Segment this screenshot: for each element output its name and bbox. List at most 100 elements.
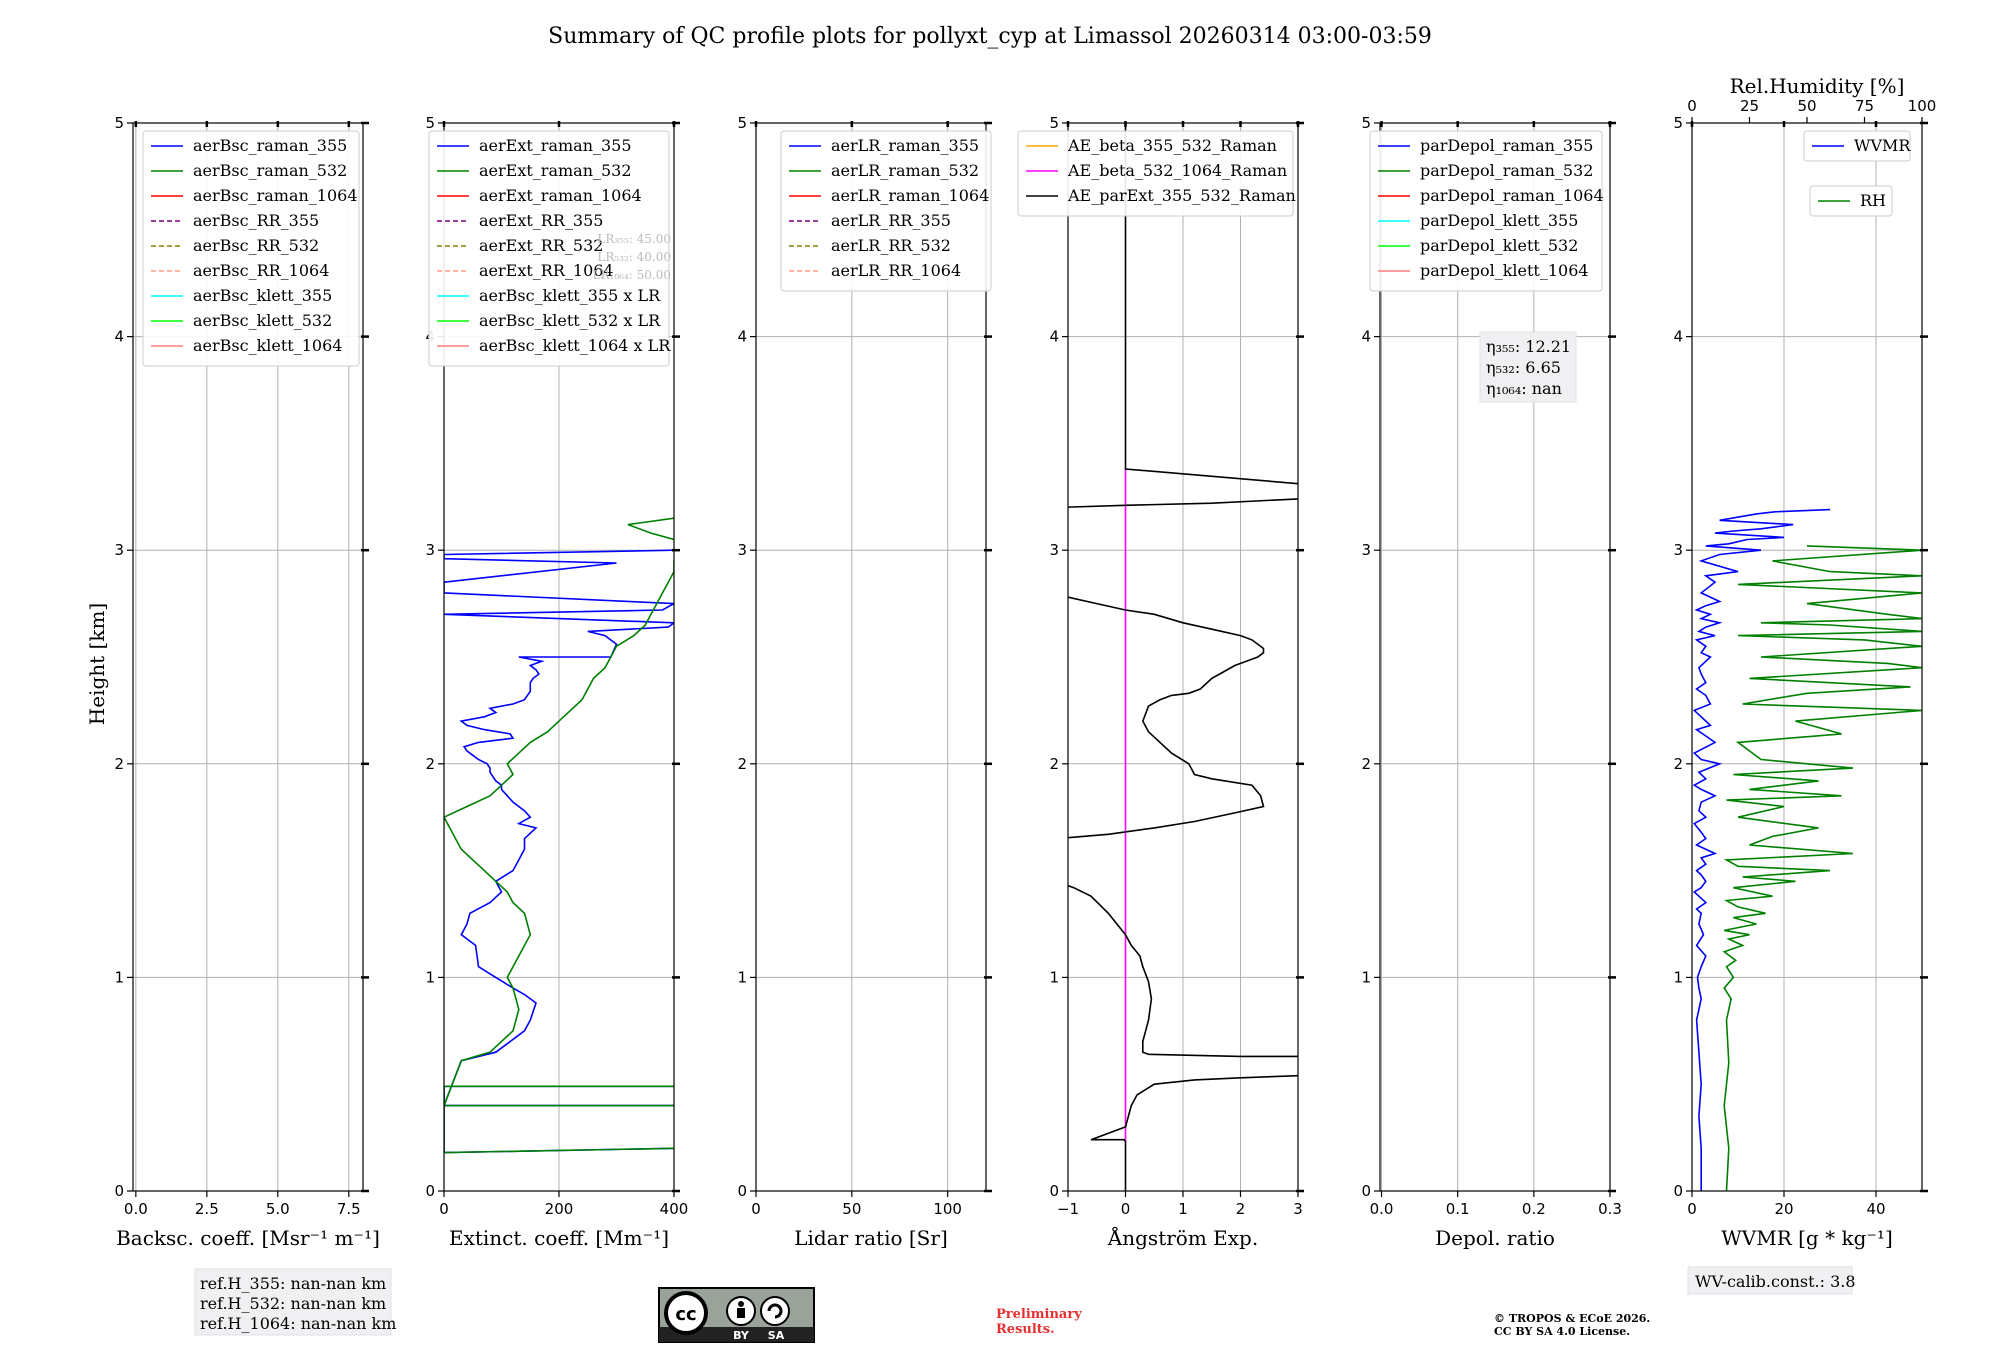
preliminary-line-1: Preliminary bbox=[996, 1307, 1082, 1322]
legend-label: aerBsc_raman_532 bbox=[193, 161, 347, 180]
eta-box bbox=[1479, 331, 1577, 403]
top-axis-label: Rel.Humidity [%] bbox=[1730, 74, 1905, 98]
x-tick-label: 2 bbox=[1236, 1200, 1246, 1218]
legend-label-wvmr: WVMR bbox=[1854, 136, 1911, 155]
legend-label: aerExt_raman_532 bbox=[479, 161, 632, 180]
top-x-tick-label: 100 bbox=[1908, 97, 1937, 115]
series-aerExt_raman_355 bbox=[444, 549, 674, 1154]
y-tick-label: 5 bbox=[1361, 114, 1371, 132]
y-tick-label: 0 bbox=[737, 1182, 747, 1200]
top-x-tick-label: 50 bbox=[1797, 97, 1816, 115]
x-axis-label: Extinct. coeff. [Mm⁻¹] bbox=[449, 1226, 669, 1250]
y-tick-label: 4 bbox=[1361, 328, 1371, 346]
x-tick-label: 0 bbox=[1687, 1200, 1697, 1218]
y-tick-label: 0 bbox=[1049, 1182, 1059, 1200]
x-axis-label: Depol. ratio bbox=[1435, 1226, 1555, 1250]
cc-badge-sa: SA bbox=[768, 1329, 785, 1342]
y-tick-label: 2 bbox=[1673, 755, 1683, 773]
legend-label: aerExt_RR_532 bbox=[479, 236, 603, 255]
panel-ext: 0123450200400Extinct. coeff. [Mm⁻¹]aerEx… bbox=[425, 114, 688, 1250]
x-tick-label: −1 bbox=[1057, 1200, 1079, 1218]
lr-note: LR₁₀₆₄: 50.00 bbox=[593, 268, 671, 282]
x-tick-label: 3 bbox=[1293, 1200, 1303, 1218]
series-AE_parExt_355_532_Raman bbox=[1068, 123, 1298, 1191]
legend-label: aerExt_RR_1064 bbox=[479, 261, 614, 280]
eta-label: η₅₃₂: 6.65 bbox=[1486, 358, 1561, 377]
copyright-line-1: © TROPOS & ECoE 2026. bbox=[1494, 1312, 1650, 1325]
y-tick-label: 5 bbox=[1673, 114, 1683, 132]
legend-label: aerLR_RR_532 bbox=[831, 236, 951, 255]
copyright-line-2: CC BY SA 4.0 License. bbox=[1494, 1325, 1630, 1338]
legend-label: aerLR_RR_355 bbox=[831, 211, 951, 230]
legend-label: aerBsc_RR_355 bbox=[193, 211, 319, 230]
y-tick-label: 2 bbox=[1049, 755, 1059, 773]
ref-height-355: ref.H_355: nan-nan km bbox=[200, 1274, 386, 1293]
y-tick-label: 3 bbox=[737, 541, 747, 559]
y-tick-label: 0 bbox=[425, 1182, 435, 1200]
x-tick-label: 7.5 bbox=[337, 1200, 361, 1218]
lr-note: LR₃₅₅: 45.00 bbox=[597, 232, 671, 246]
x-axis-label: Backsc. coeff. [Msr⁻¹ m⁻¹] bbox=[116, 1226, 380, 1250]
legend-label: aerBsc_klett_532 bbox=[193, 311, 332, 330]
x-tick-label: 20 bbox=[1774, 1200, 1793, 1218]
y-tick-label: 3 bbox=[114, 541, 124, 559]
legend-label: aerLR_RR_1064 bbox=[831, 261, 961, 280]
legend-box-wvmr bbox=[1803, 130, 1911, 162]
y-tick-label: 1 bbox=[114, 968, 124, 986]
legend-label: aerBsc_klett_355 bbox=[193, 286, 332, 305]
y-tick-label: 4 bbox=[114, 328, 124, 346]
y-tick-label: 4 bbox=[737, 328, 747, 346]
legend-label: aerBsc_raman_355 bbox=[193, 136, 347, 155]
axes-frame bbox=[755, 122, 987, 1192]
y-tick-label: 0 bbox=[1361, 1182, 1371, 1200]
y-tick-label: 2 bbox=[114, 755, 124, 773]
legend-label: aerBsc_RR_532 bbox=[193, 236, 319, 255]
lr-note: LR₅₃₂: 40.00 bbox=[597, 250, 671, 264]
legend-label: aerLR_raman_355 bbox=[831, 136, 979, 155]
y-tick-label: 5 bbox=[114, 114, 124, 132]
cc-by-sa-badge: cc BY SA bbox=[658, 1287, 815, 1343]
legend-label: aerBsc_raman_1064 bbox=[193, 186, 358, 205]
y-tick-label: 5 bbox=[737, 114, 747, 132]
y-tick-label: 1 bbox=[425, 968, 435, 986]
legend-label: aerExt_raman_1064 bbox=[479, 186, 642, 205]
y-tick-label: 2 bbox=[1361, 755, 1371, 773]
eta-label: η₁₀₆₄: nan bbox=[1486, 379, 1562, 398]
x-tick-label: 0.1 bbox=[1446, 1200, 1470, 1218]
legend-label: aerBsc_klett_1064 bbox=[193, 336, 342, 355]
axes-frame bbox=[132, 122, 364, 1192]
legend-label: parDepol_raman_532 bbox=[1420, 161, 1593, 180]
x-tick-label: 0 bbox=[1121, 1200, 1131, 1218]
series-WVMR bbox=[1692, 508, 1831, 1191]
legend-label: aerBsc_RR_1064 bbox=[193, 261, 329, 280]
y-tick-label: 4 bbox=[1673, 328, 1683, 346]
x-tick-label: 1 bbox=[1178, 1200, 1188, 1218]
legend-label: parDepol_klett_1064 bbox=[1420, 261, 1589, 280]
x-tick-label: 100 bbox=[933, 1200, 962, 1218]
legend-box bbox=[1017, 130, 1294, 217]
legend-box bbox=[780, 130, 992, 292]
panel-bsc: 0 1 2 3 4 5 0.0 2.5 5.0 7.5 Backsc. coeff. [Msr⁻¹ … bbox=[114, 114, 379, 1250]
x-axis-label: Ångström Exp. bbox=[1107, 1225, 1258, 1250]
y-tick-label: 0 bbox=[1673, 1182, 1683, 1200]
top-x-tick-label: 75 bbox=[1855, 97, 1874, 115]
x-axis-label: Lidar ratio [Sr] bbox=[794, 1226, 948, 1250]
series-RH bbox=[1722, 545, 1922, 1191]
x-tick-label: 2.5 bbox=[195, 1200, 219, 1218]
cc-badge-by: BY bbox=[733, 1329, 750, 1342]
ref-height-1064: ref.H_1064: nan-nan km bbox=[200, 1314, 396, 1333]
legend-label: AE_beta_355_532_Raman bbox=[1067, 136, 1277, 155]
legend-label: aerLR_raman_1064 bbox=[831, 186, 989, 205]
legend-label-rh: RH bbox=[1860, 191, 1886, 210]
y-tick-label: 1 bbox=[1049, 968, 1059, 986]
preliminary-line-2: Results. bbox=[996, 1322, 1055, 1337]
x-tick-label: 200 bbox=[545, 1200, 574, 1218]
panel-depol: 0 1 2 3 4 5 0.0 0.1 0.2 0.3 Depol. ratio parDepol_r… bbox=[1361, 114, 1621, 1250]
x-tick-label: 0 bbox=[439, 1200, 449, 1218]
axes-frame bbox=[1379, 122, 1611, 1192]
legend-label: aerExt_RR_355 bbox=[479, 211, 603, 230]
